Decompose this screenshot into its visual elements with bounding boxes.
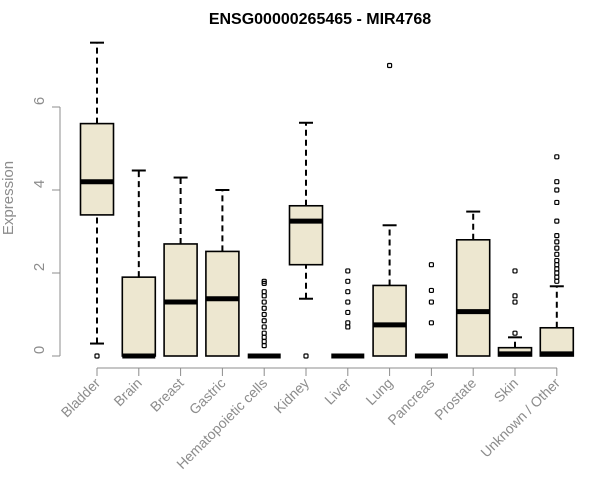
- outlier-point: [345, 324, 351, 330]
- x-tick-label: Bladder: [58, 375, 104, 421]
- outlier-point: [554, 187, 560, 193]
- box-9: [414, 262, 448, 359]
- outlier-point: [554, 154, 560, 160]
- outlier-point: [261, 305, 267, 311]
- outlier-point: [261, 324, 267, 330]
- outlier-point: [554, 199, 560, 206]
- box-8: [372, 62, 407, 357]
- x-tick-label: Unknown / Other: [477, 375, 563, 461]
- outlier-point: [554, 245, 560, 251]
- box-3: [163, 176, 198, 357]
- box-2: [121, 169, 157, 359]
- outlier-point: [554, 270, 560, 276]
- outlier-point: [303, 353, 309, 359]
- x-tick-label: Liver: [321, 375, 354, 408]
- outlier-point: [261, 334, 267, 340]
- outlier-point: [554, 262, 560, 268]
- outlier-point: [554, 257, 560, 264]
- outlier-point: [261, 318, 267, 324]
- iqr-box: [539, 326, 575, 357]
- outlier-point: [512, 330, 518, 336]
- iqr-box: [205, 250, 240, 357]
- x-tick-label: Lung: [362, 375, 395, 408]
- box-4: [205, 189, 240, 357]
- outlier-point: [554, 251, 560, 257]
- box-7: [331, 268, 365, 359]
- box-1: [79, 41, 115, 359]
- x-tick-label: Kidney: [271, 375, 313, 417]
- box-11: [497, 268, 533, 357]
- outlier-point: [261, 330, 267, 336]
- outlier-point: [512, 268, 518, 274]
- box-10: [455, 210, 491, 357]
- outlier-point: [261, 338, 267, 345]
- outlier-point: [554, 278, 560, 284]
- iqr-box: [79, 122, 115, 216]
- y-tick-label: 2: [31, 263, 48, 271]
- outlier-point: [345, 278, 351, 284]
- box-6: [288, 121, 324, 359]
- x-tick-label: Brain: [110, 375, 144, 409]
- outlier-point: [387, 62, 393, 69]
- outlier-point: [94, 353, 100, 359]
- outlier-point: [345, 289, 351, 295]
- x-tick-label: Breast: [147, 375, 187, 415]
- y-tick-label: 0: [31, 346, 48, 354]
- outlier-point: [428, 299, 434, 305]
- iqr-box: [372, 284, 407, 357]
- outlier-point: [261, 311, 267, 318]
- y-axis-label: Expression: [0, 161, 17, 235]
- outlier-point: [554, 218, 560, 224]
- outlier-point: [345, 299, 351, 305]
- outlier-point: [554, 266, 560, 272]
- outlier-point: [512, 293, 518, 299]
- outlier-point: [261, 289, 267, 295]
- outlier-point: [428, 320, 434, 326]
- outlier-point: [512, 299, 518, 305]
- outlier-point: [554, 179, 560, 185]
- outlier-point: [261, 293, 267, 299]
- outlier-point: [428, 287, 434, 294]
- outlier-point: [261, 299, 267, 305]
- outlier-point: [554, 239, 560, 245]
- x-tick-label: Prostate: [431, 375, 479, 423]
- iqr-box: [121, 276, 157, 357]
- box-group: [79, 41, 575, 359]
- y-ticks: 0 2 4 6: [31, 97, 60, 357]
- outlier-point: [345, 268, 351, 274]
- box-5: [247, 278, 281, 359]
- outlier-point: [345, 309, 351, 316]
- outlier-point: [261, 343, 267, 349]
- chart-title: ENSG00000265465 - MIR4768: [209, 11, 431, 28]
- x-tick-label: Skin: [491, 375, 522, 406]
- iqr-box: [288, 204, 324, 266]
- outlier-point: [554, 274, 560, 280]
- outlier-point: [554, 233, 560, 239]
- outlier-point: [261, 278, 267, 284]
- box-12: [539, 154, 575, 357]
- outlier-point: [345, 320, 351, 326]
- iqr-box: [455, 239, 491, 357]
- y-tick-label: 4: [31, 180, 48, 188]
- y-tick-label: 6: [31, 97, 48, 105]
- outlier-point: [428, 262, 434, 268]
